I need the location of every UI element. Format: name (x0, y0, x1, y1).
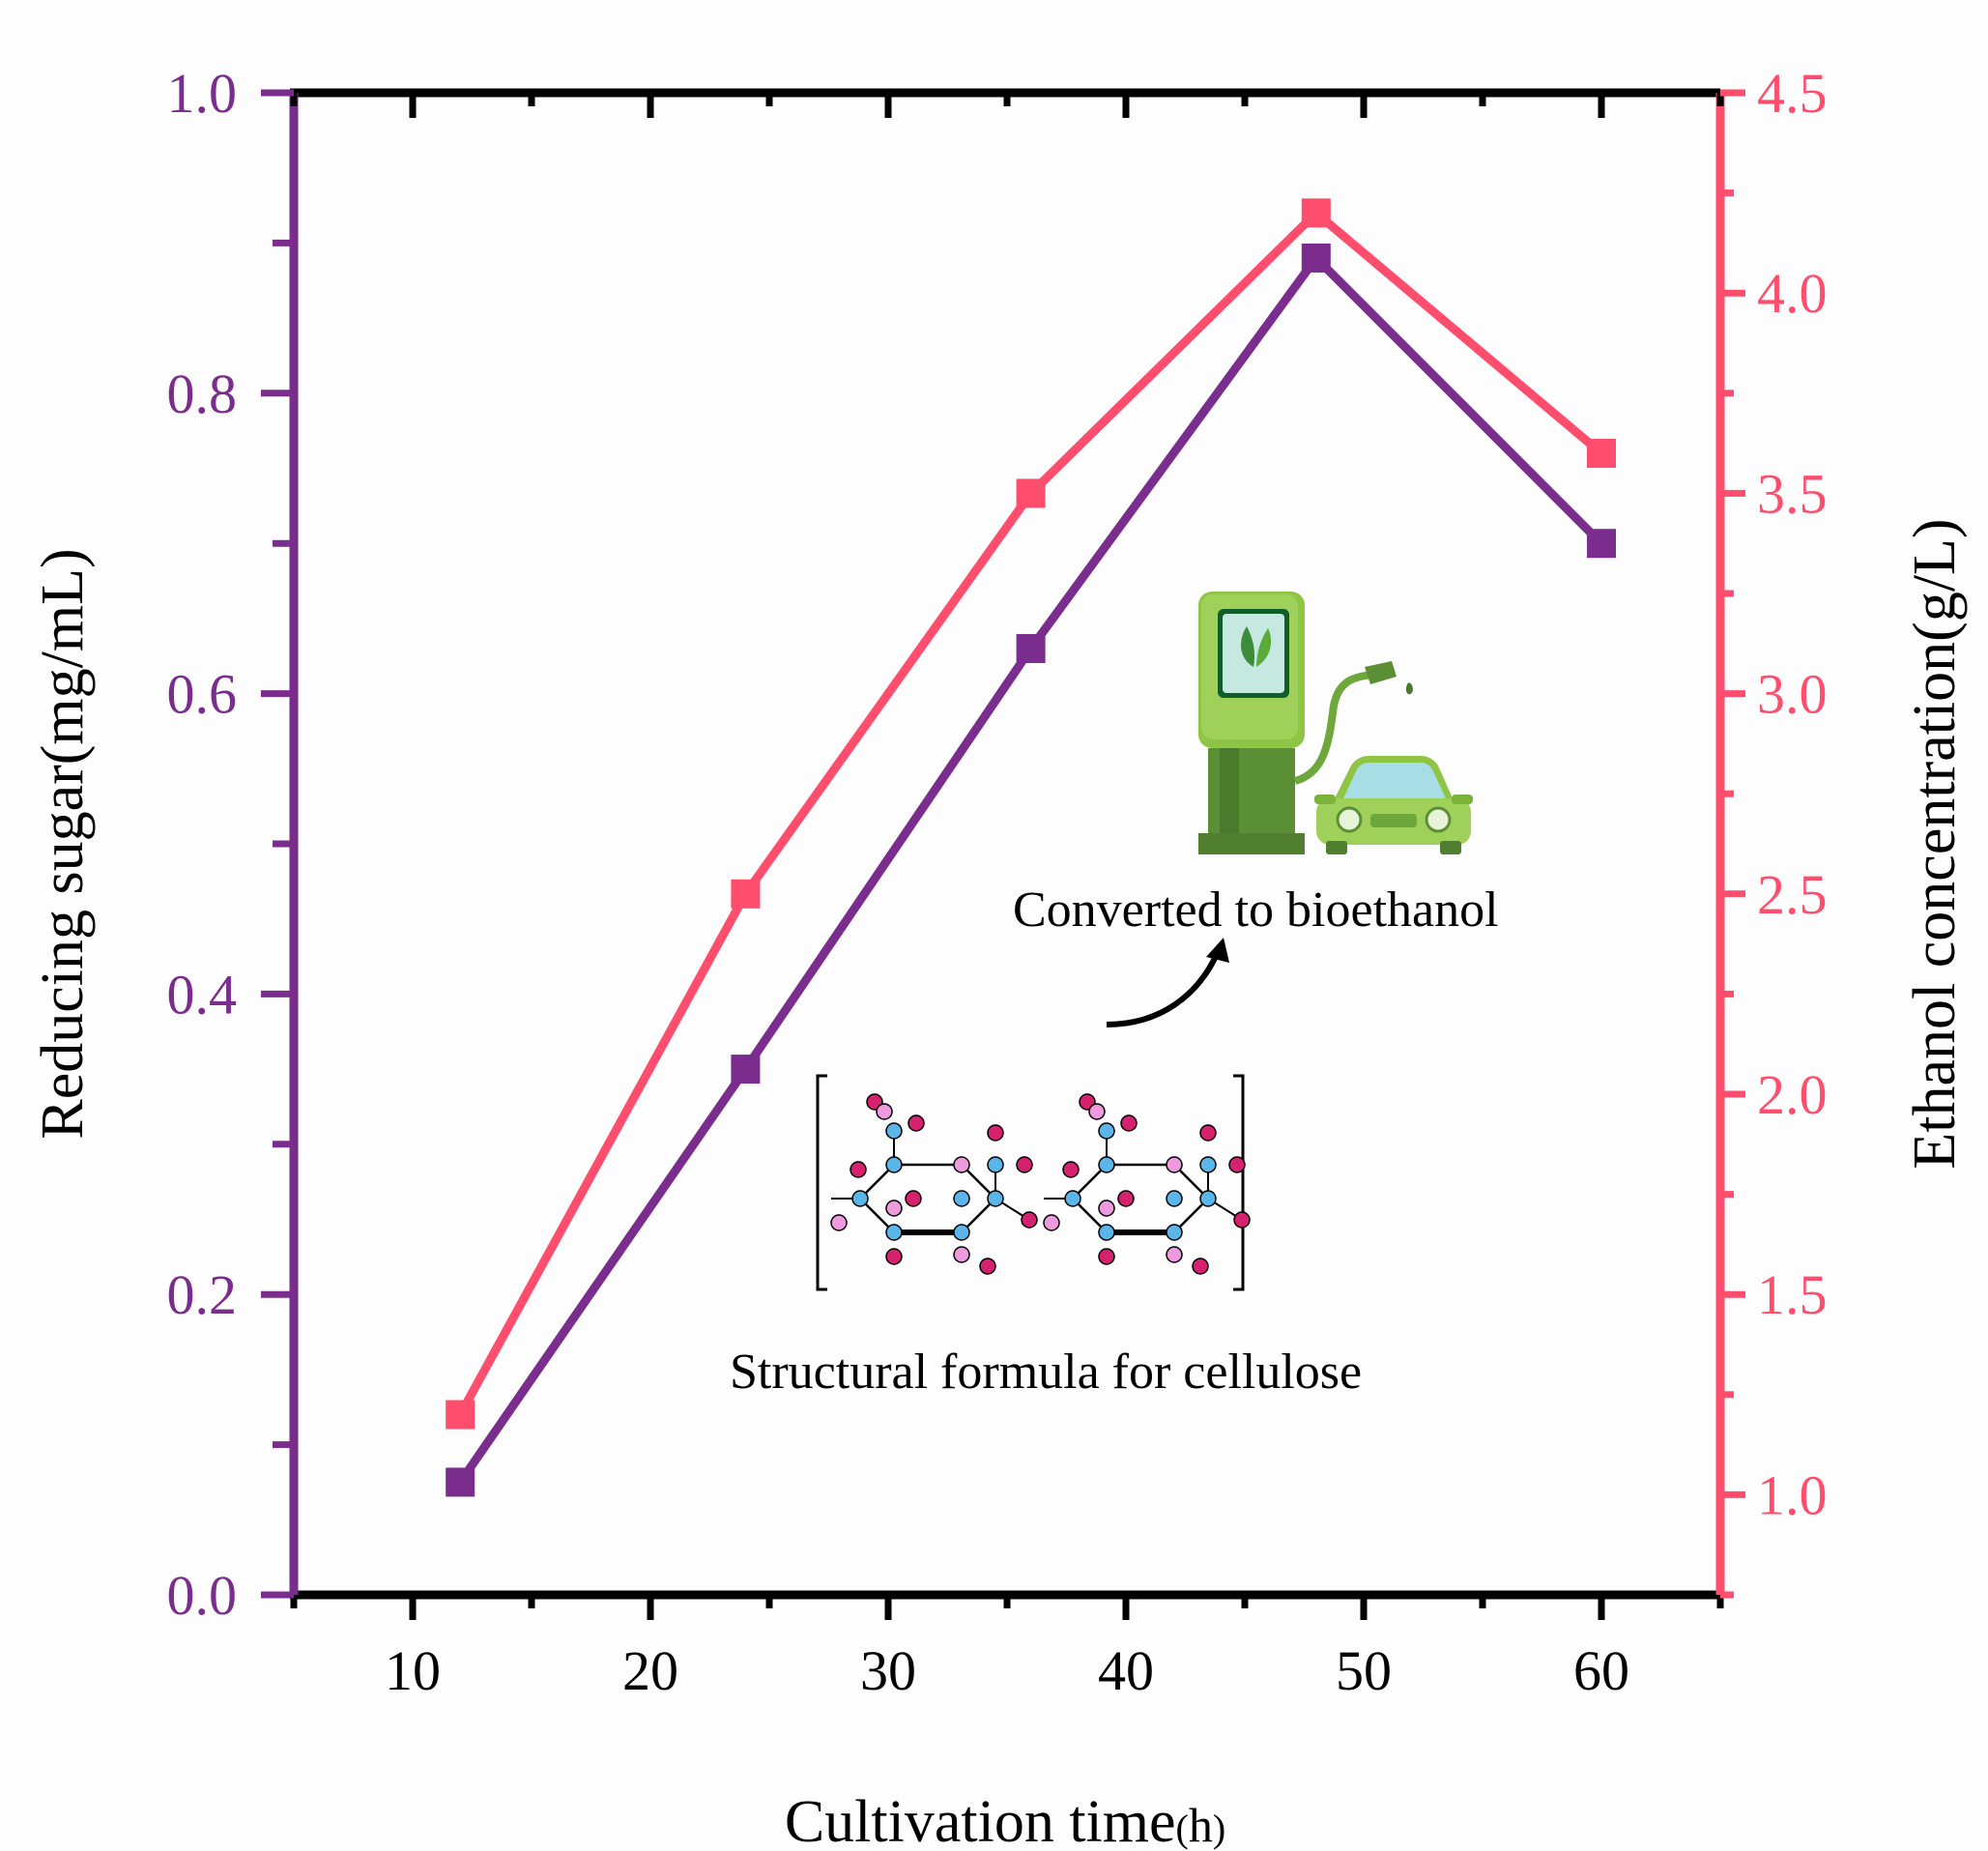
fuel-pump-icon (1198, 592, 1413, 854)
annotation-bioethanol: Converted to bioethanol (1013, 882, 1499, 938)
left-tick-label: 1.0 (167, 62, 238, 125)
left-tick-label: 0.0 (167, 1564, 238, 1627)
data-point-left (446, 1467, 475, 1497)
data-point-left (1587, 529, 1616, 559)
right-axis-ticks: 1.0 1.5 2.0 2.5 3.0 3.5 4.0 4.5 (1720, 62, 1828, 1599)
left-tick-label: 0.8 (167, 362, 238, 425)
left-tick-label: 0.2 (167, 1263, 238, 1326)
left-tick-label: 0.6 (167, 663, 238, 726)
right-tick-label: 1.0 (1757, 1463, 1828, 1526)
right-tick-label: 3.0 (1757, 663, 1828, 726)
x-tick-label: 30 (860, 1639, 916, 1702)
data-point-right (1587, 438, 1616, 468)
data-point-right (446, 1400, 475, 1430)
x-tick-label: 40 (1098, 1639, 1154, 1702)
x-tick-label: 60 (1573, 1639, 1629, 1702)
right-tick-label: 2.5 (1757, 863, 1828, 926)
left-tick-label: 0.4 (167, 963, 238, 1026)
right-tick-label: 2.0 (1757, 1063, 1828, 1126)
right-tick-label: 3.5 (1757, 462, 1828, 525)
x-tick-label: 10 (385, 1639, 441, 1702)
x-tick-label: 20 (622, 1639, 678, 1702)
left-axis-ticks: 0.0 0.2 0.4 0.6 0.8 1.0 (167, 62, 294, 1627)
data-point-right (731, 879, 761, 909)
x-axis-title: Cultivation time(h) (785, 1789, 1225, 1851)
data-point-right (1301, 198, 1331, 228)
fuel-pump-and-car-illustration (1198, 592, 1473, 854)
right-tick-label: 1.5 (1757, 1263, 1828, 1326)
cellulose-structure-illustration (816, 1074, 1250, 1291)
right-tick-label: 4.5 (1757, 62, 1828, 125)
car-icon (1314, 756, 1473, 854)
x-axis-ticks: 10 20 30 40 50 60 (290, 93, 1724, 1702)
series-line-left (456, 251, 1605, 1486)
glucose-ring-a (830, 1093, 1038, 1275)
left-axis-title: Reducing sugar(mg/mL) (30, 548, 96, 1139)
right-tick-label: 4.0 (1757, 262, 1828, 325)
data-point-left (1016, 633, 1046, 663)
curved-arrow-icon (1106, 938, 1229, 1027)
data-point-left (731, 1055, 761, 1085)
right-axis-title: Ethanol concentration(g/L) (1902, 518, 1968, 1169)
annotation-cellulose: Structural formula for cellulose (730, 1345, 1362, 1400)
data-point-left (1301, 243, 1331, 273)
series-layer (446, 198, 1616, 1497)
x-tick-label: 50 (1336, 1639, 1392, 1702)
data-point-right (1016, 478, 1046, 508)
